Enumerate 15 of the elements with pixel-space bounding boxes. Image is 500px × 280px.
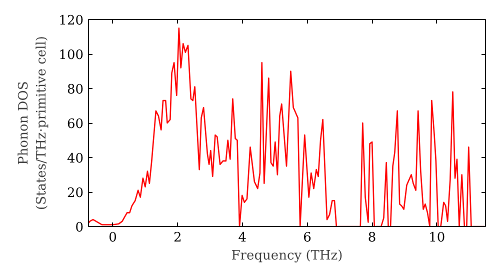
x-tick-label: 4	[238, 230, 247, 246]
y-tick-label: 40	[66, 152, 84, 166]
y-tick-label: 0	[75, 220, 84, 236]
y-tick-label: 20	[66, 186, 84, 201]
y-tick-label: 100	[58, 48, 84, 63]
y-tick-label: 60	[66, 117, 84, 132]
x-axis-title: Frequency (THz)	[231, 248, 343, 264]
x-tick-label: 2	[173, 230, 182, 246]
x-tick-label: 8	[368, 230, 376, 246]
y-tick-label: 120	[58, 14, 84, 28]
x-tick-label: 10	[428, 230, 446, 246]
x-tick-label: 6	[303, 230, 312, 246]
x-tick-label: 0	[108, 230, 117, 246]
y-axis-title: Phonon DOS (States/THz·primitive cell)	[16, 36, 50, 210]
y-tick-label: 80	[66, 82, 84, 98]
